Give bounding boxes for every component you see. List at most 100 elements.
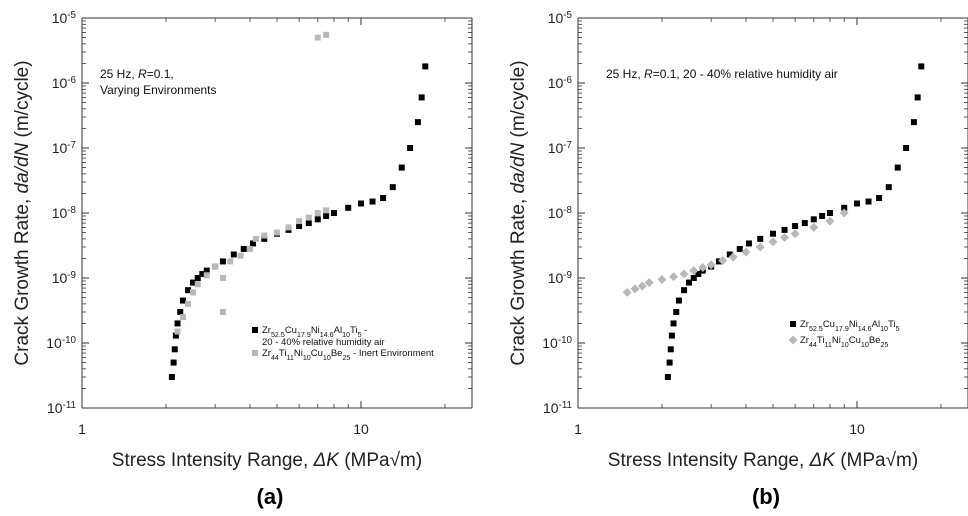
data-point	[212, 263, 219, 270]
y-tick-label: 10-11	[543, 400, 572, 417]
y-axis-label: Crack Growth Rate, da/dN (m/cycle)	[12, 60, 33, 365]
data-point	[718, 256, 728, 266]
data-point	[172, 332, 179, 339]
legend: Zr52.5Cu17.9Ni14.6Al10Ti5 Zr44Ti11Ni10Cu1…	[788, 319, 900, 349]
condition-annotation: Varying Environments	[100, 83, 217, 97]
data-point	[839, 208, 849, 218]
data-point	[274, 229, 280, 236]
data-point	[695, 271, 702, 278]
data-point	[246, 245, 253, 252]
data-point	[810, 216, 817, 223]
data-point	[825, 216, 835, 226]
y-tick-label: 10-5	[548, 10, 573, 27]
data-point	[357, 200, 364, 207]
data-point	[194, 275, 201, 281]
data-point	[369, 198, 376, 205]
data-point	[285, 224, 292, 231]
data-point	[673, 308, 680, 315]
data-point	[389, 184, 396, 191]
data-point	[768, 237, 778, 247]
data-point	[757, 235, 764, 242]
data-point	[657, 274, 667, 284]
data-point	[422, 63, 429, 70]
data-point	[622, 287, 632, 297]
data-point	[894, 164, 901, 171]
legend: Zr52.5Cu17.9Ni14.6Al10Ti5 -20 - 40% rela…	[252, 325, 434, 362]
legend-label: Zr52.5Cu17.9Ni14.6Al10Ti5 -	[262, 325, 367, 339]
data-point	[809, 222, 819, 232]
data-point	[296, 218, 303, 225]
data-point	[323, 31, 330, 38]
data-point	[190, 289, 197, 296]
data-point	[790, 229, 800, 239]
data-point	[630, 284, 640, 294]
x-tick-label: 1	[574, 421, 582, 437]
chart-panel-a: 10-11 10-10 10-9 10-8 10-7 10-6 10-5 1 10 25 Hz, …	[12, 10, 473, 509]
data-point	[668, 332, 675, 339]
y-tick-label: 10-9	[548, 270, 572, 287]
data-point	[203, 267, 210, 274]
data-points	[168, 31, 429, 380]
data-point	[249, 240, 256, 247]
series-2	[174, 31, 330, 335]
data-point	[728, 252, 738, 262]
y-tick-label: 10-8	[52, 205, 77, 222]
data-point	[841, 204, 848, 211]
data-point	[261, 232, 268, 239]
y-axis-label: Crack Growth Rate, da/dN (m/cycle)	[508, 60, 529, 365]
legend-marker	[252, 350, 258, 356]
data-point	[177, 308, 184, 315]
data-point	[227, 258, 234, 265]
data-point	[698, 263, 708, 273]
data-point	[174, 328, 181, 335]
data-point	[670, 320, 677, 327]
data-point	[910, 119, 917, 126]
data-point	[305, 220, 312, 227]
data-point	[689, 266, 699, 276]
data-point	[330, 210, 337, 216]
data-point	[171, 346, 178, 353]
data-points	[622, 63, 925, 380]
x-tick-label: 1	[78, 421, 86, 437]
data-point	[179, 297, 186, 304]
data-point	[681, 287, 688, 294]
y-tick-label: 10-11	[47, 400, 76, 417]
y-tick-label: 10-6	[52, 75, 77, 92]
data-point	[686, 279, 693, 286]
data-point	[918, 63, 925, 70]
y-tick-label: 10-9	[52, 270, 76, 287]
y-tick-label: 10-7	[52, 140, 76, 157]
data-point	[726, 251, 733, 258]
legend-marker	[790, 321, 796, 327]
data-point	[865, 198, 872, 205]
data-point	[715, 258, 722, 265]
condition-annotation: 25 Hz, R=0.1, 20 - 40% relative humidity…	[606, 67, 838, 81]
data-point	[826, 210, 833, 216]
data-point	[885, 184, 892, 191]
data-point	[305, 214, 312, 221]
data-point	[261, 235, 268, 242]
data-point	[819, 212, 826, 219]
data-point	[669, 272, 679, 282]
legend-label: 20 - 40% relative humidity air	[262, 337, 385, 348]
data-point	[876, 195, 883, 202]
series-2	[622, 208, 849, 297]
legend-marker	[788, 335, 798, 345]
data-point	[398, 164, 405, 171]
data-point	[194, 281, 201, 288]
data-point	[219, 258, 226, 265]
data-point	[745, 240, 752, 247]
data-point	[185, 287, 192, 294]
legend-label: Zr44Ti11Ni10Cu10Be25	[800, 335, 888, 349]
data-point	[323, 207, 330, 214]
data-point	[380, 195, 387, 202]
data-point	[199, 271, 206, 278]
data-point	[741, 247, 751, 257]
data-point	[667, 346, 674, 353]
chart-panel-b: 10-11 10-10 10-9 10-8 10-7 10-6 10-5 1 10 25 Hz, …	[508, 10, 968, 509]
data-point	[314, 216, 321, 223]
x-axis-label: Stress Intensity Range, ΔK (MPa√m)	[608, 450, 918, 471]
data-point	[666, 359, 673, 366]
y-tick-label: 10-8	[548, 205, 573, 222]
data-point	[780, 232, 790, 242]
